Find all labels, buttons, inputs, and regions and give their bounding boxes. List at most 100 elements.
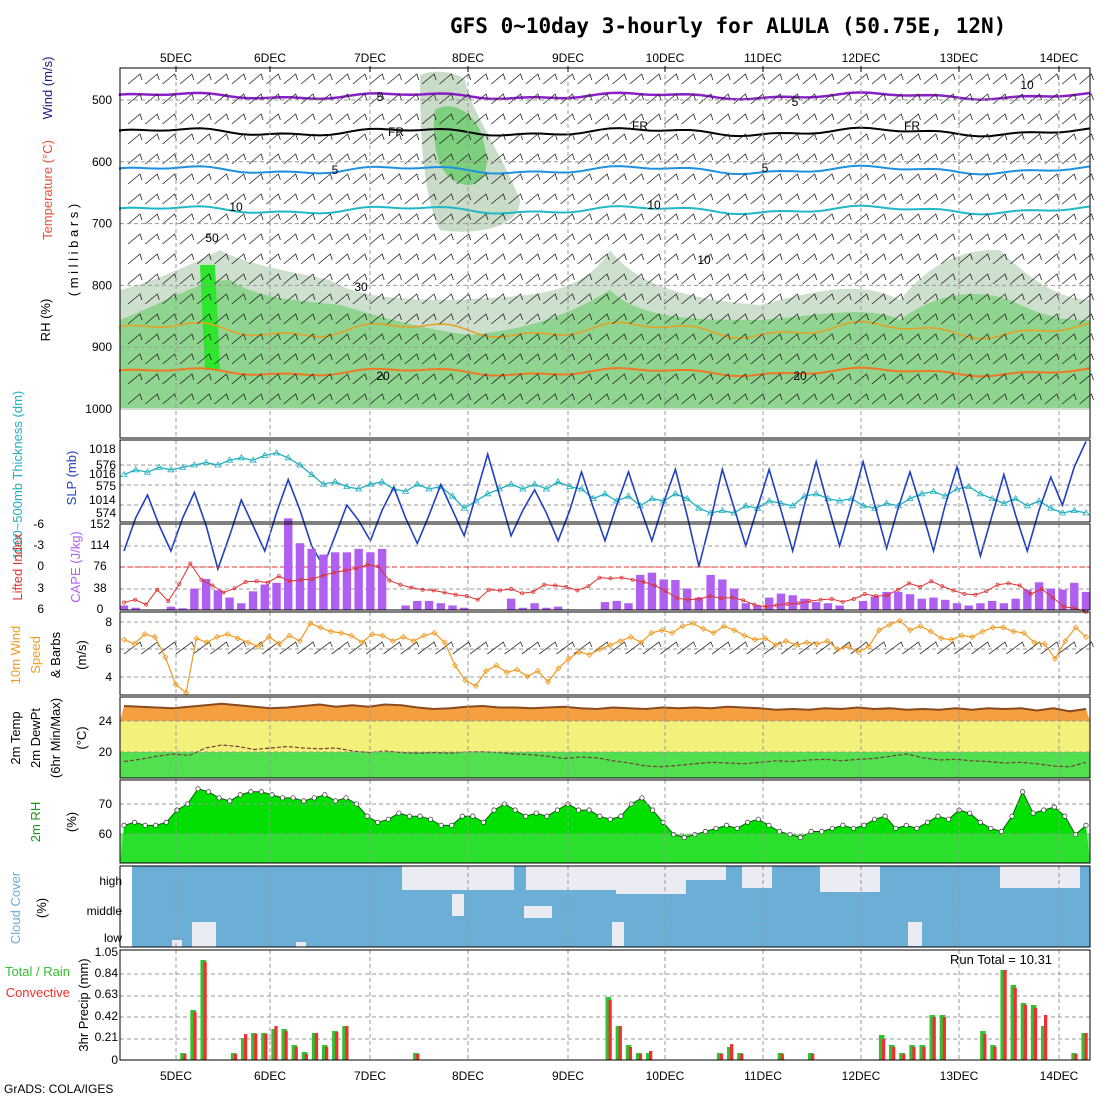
wind-barb	[456, 213, 472, 225]
wind-barb	[767, 73, 783, 85]
wind-barb	[906, 373, 921, 385]
wind-barb	[318, 153, 333, 165]
wind10-barb	[763, 641, 783, 655]
wind-barb	[612, 213, 627, 225]
wind-barb	[318, 253, 333, 265]
li-point	[365, 562, 370, 567]
wind-barb	[456, 153, 472, 165]
wind-barb	[421, 113, 437, 125]
contour-label: FR	[388, 125, 404, 139]
wind10-point	[1041, 640, 1048, 647]
wind-barb	[612, 153, 627, 165]
wind10-point	[431, 629, 438, 636]
cape-bar	[1023, 589, 1032, 610]
wind10-point	[482, 667, 490, 675]
wind10-point	[824, 637, 831, 645]
li-point	[896, 587, 900, 592]
wind-barb	[1061, 273, 1077, 285]
wind-barb	[681, 73, 696, 85]
wind-barb	[594, 333, 610, 345]
wind-barb	[646, 73, 662, 85]
wind10-point	[1082, 633, 1090, 641]
wind-barb	[1061, 133, 1077, 145]
wind-barb	[681, 173, 696, 185]
wind10-barb	[227, 641, 247, 655]
wind-barb	[681, 253, 696, 265]
cape-bar	[753, 605, 762, 610]
wind-barb	[214, 213, 229, 225]
wind-barb	[491, 353, 506, 365]
wind10-point	[596, 646, 603, 653]
precip-total-bar	[180, 1053, 186, 1060]
wind-barb	[854, 153, 869, 165]
wind-barb	[266, 93, 281, 105]
wind-barb	[248, 113, 264, 125]
wind-barb	[767, 373, 783, 385]
wind-barb	[525, 213, 541, 225]
wind-barb	[1044, 73, 1060, 85]
wind-barb	[975, 93, 991, 105]
rh2m-panel	[120, 780, 1090, 863]
wind-barb	[231, 93, 247, 105]
wind-barb	[664, 233, 679, 245]
wind-barb	[646, 293, 662, 305]
wind-barb	[352, 313, 368, 325]
wind-barb	[196, 193, 212, 205]
wind-barb	[283, 313, 299, 325]
wind10-point	[969, 633, 976, 641]
precip-conv-bar	[922, 1047, 926, 1060]
wind10-point	[855, 648, 862, 655]
wind-barb	[992, 393, 1008, 405]
wind-barb	[664, 93, 679, 105]
li-point	[1017, 583, 1022, 588]
wind-barb	[854, 233, 869, 245]
wind-barb	[439, 213, 454, 225]
wind-barb	[456, 333, 472, 345]
wind-barb	[767, 293, 783, 305]
wind-barb	[508, 313, 523, 325]
wind-barb	[335, 133, 350, 145]
thickness-point	[577, 485, 586, 492]
wind-barb	[819, 73, 835, 85]
rh2m-point	[533, 810, 539, 816]
wind-barb	[1079, 393, 1094, 405]
wind10-barb	[988, 641, 1008, 655]
cape-tick: 76	[93, 559, 107, 573]
wind-barb	[1027, 213, 1042, 225]
li-point	[276, 574, 281, 579]
wind10-point	[472, 682, 479, 689]
wind-barb	[318, 133, 333, 145]
wind-barb	[698, 173, 714, 185]
wind10-point	[720, 623, 728, 630]
wind-barb	[127, 253, 143, 265]
wind-barb	[179, 233, 195, 245]
wind-barb	[1044, 93, 1060, 105]
rh2m-point	[544, 813, 550, 819]
wind-barb	[335, 313, 350, 325]
wind-barb	[491, 193, 506, 205]
wind-barb	[594, 133, 610, 145]
wind-barb	[179, 313, 195, 325]
wind-barb	[612, 393, 627, 405]
li-point	[586, 584, 591, 589]
wind-barb	[940, 193, 956, 205]
wind-barb	[231, 293, 247, 305]
wind-barb	[162, 133, 177, 145]
temp-fill	[120, 703, 1090, 721]
precip-conv-bar	[942, 1017, 946, 1060]
wind-barb	[664, 333, 679, 345]
wind10-point	[317, 624, 324, 631]
wind-barb	[404, 133, 420, 145]
wind-barb	[369, 253, 385, 265]
label-precip-total: Total / Rain	[5, 964, 70, 979]
wind-barb	[767, 333, 783, 345]
wind-barb	[283, 153, 299, 165]
wind-barb	[888, 113, 904, 125]
wind-barb	[127, 393, 143, 405]
wind-barb	[542, 213, 558, 225]
label-rh: RH (%)	[38, 299, 53, 342]
wind10-point	[813, 640, 821, 647]
wind-barb	[456, 233, 472, 245]
li-point	[995, 582, 1000, 587]
wind10-barb	[348, 641, 368, 655]
